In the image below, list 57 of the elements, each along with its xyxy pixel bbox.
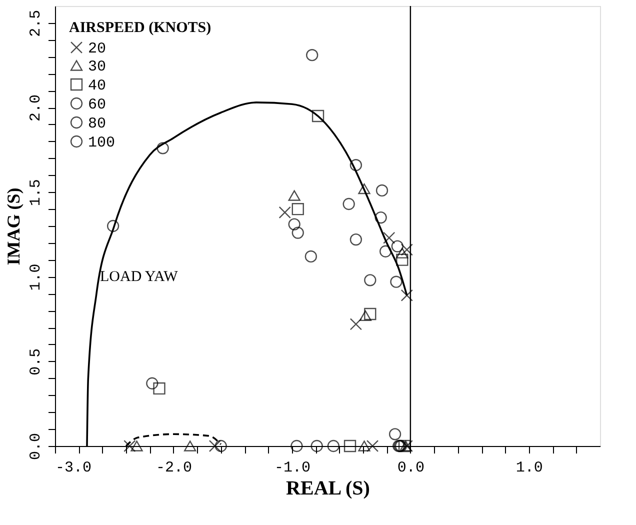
- y-tick-label: 0.5: [28, 348, 44, 376]
- point: [153, 382, 166, 395]
- point: [388, 428, 402, 440]
- point: [290, 440, 303, 452]
- legend-label: 20: [88, 40, 106, 58]
- x-tick-label: -1.0: [274, 460, 310, 476]
- point: [156, 142, 169, 154]
- point: [306, 49, 318, 62]
- point: [208, 440, 222, 452]
- point: [390, 276, 402, 288]
- y-tick-label: 2.0: [28, 94, 44, 122]
- point: [146, 377, 158, 390]
- point: [364, 308, 376, 320]
- point: [292, 203, 304, 216]
- point: [310, 440, 323, 452]
- point: [278, 206, 291, 219]
- point: [106, 220, 120, 232]
- point: [342, 198, 355, 210]
- point: [292, 226, 304, 239]
- point: [304, 250, 317, 263]
- point: [184, 440, 196, 452]
- point: [364, 274, 376, 286]
- point: [214, 440, 227, 452]
- point: [374, 211, 387, 224]
- point: [288, 190, 300, 201]
- point: [396, 254, 408, 266]
- y-tick-label: 1.5: [28, 179, 44, 206]
- point: [350, 233, 362, 246]
- x-tick-label: -3.0: [56, 460, 92, 476]
- point: [366, 440, 379, 452]
- y-tick-label: 1.0: [28, 264, 44, 291]
- point: [350, 159, 362, 172]
- x-tick-label: 1.0: [516, 460, 543, 476]
- legend-label: 80: [88, 116, 106, 132]
- annotation: LOAD YAW: [100, 269, 179, 285]
- point: [312, 110, 324, 122]
- legend-label: 60: [88, 96, 106, 114]
- legend-label: 30: [88, 58, 106, 76]
- point: [358, 183, 370, 194]
- point: [350, 318, 362, 330]
- point: [288, 218, 300, 230]
- point: [396, 248, 408, 258]
- y-axis-title: IMAG (S): [4, 188, 24, 266]
- point: [327, 440, 340, 452]
- legend-title: AIRSPEED (KNOTS): [69, 20, 212, 36]
- legend-label: 40: [88, 78, 106, 94]
- y-tick-label: 2.5: [28, 10, 44, 37]
- point: [376, 184, 388, 197]
- point: [130, 440, 143, 452]
- point: [379, 245, 392, 258]
- legend-label: 100: [88, 134, 116, 152]
- x-tick-label: 0.0: [397, 460, 424, 476]
- point: [358, 440, 370, 452]
- x-tick-label: -2.0: [156, 460, 192, 476]
- point: [359, 310, 372, 322]
- x-axis-title: REAL (S): [286, 478, 370, 500]
- point: [344, 440, 356, 452]
